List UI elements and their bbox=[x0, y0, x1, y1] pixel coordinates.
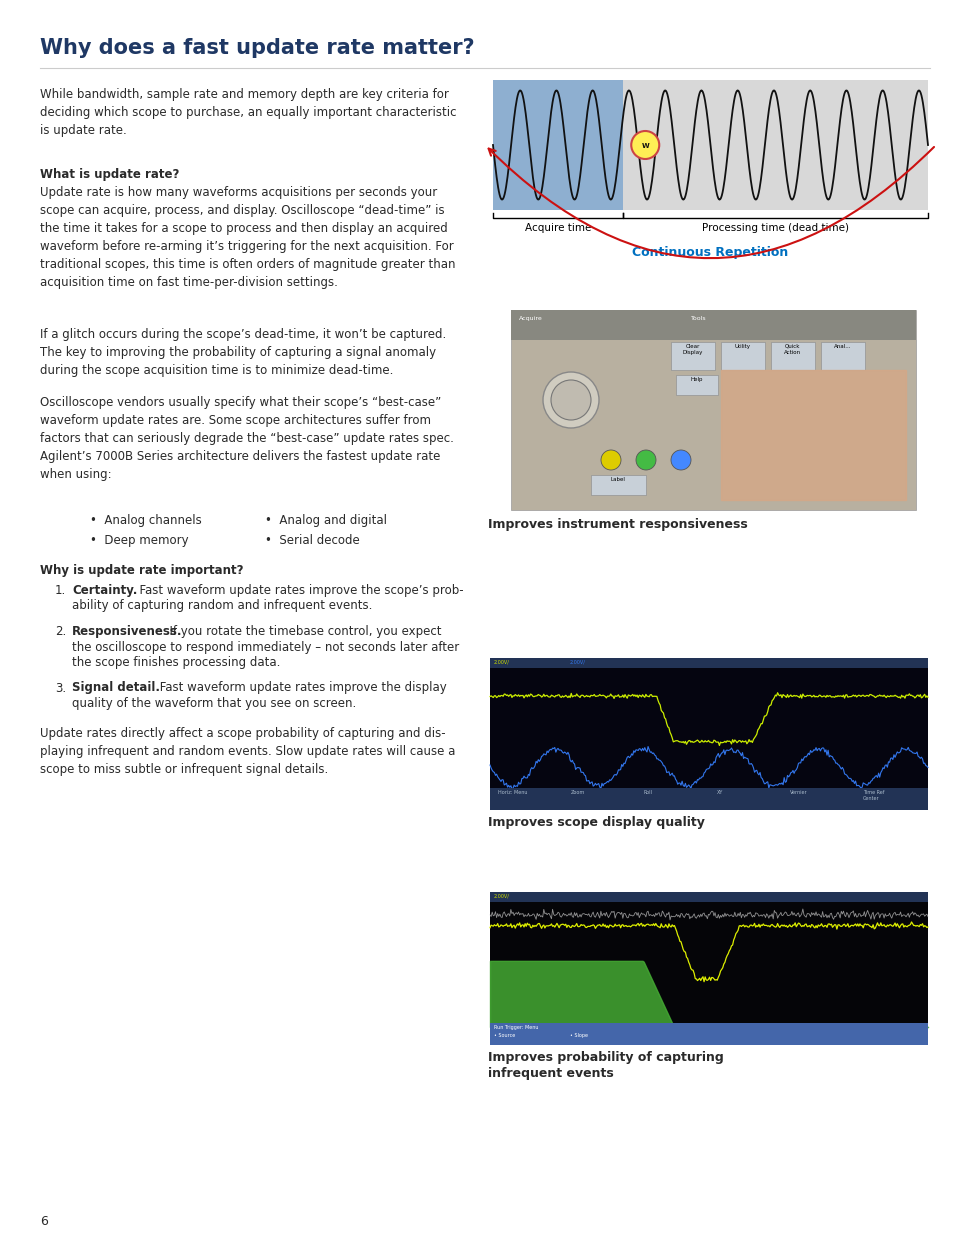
Text: Update rates directly affect a scope probability of capturing and dis-
playing i: Update rates directly affect a scope pro… bbox=[40, 726, 455, 776]
Text: Label: Label bbox=[610, 477, 625, 482]
Text: the scope finishes processing data.: the scope finishes processing data. bbox=[71, 656, 280, 669]
Bar bbox=[511, 310, 915, 340]
Bar bbox=[670, 342, 714, 370]
Text: If a glitch occurs during the scope’s dead-time, it won’t be captured.
The key t: If a glitch occurs during the scope’s de… bbox=[40, 329, 446, 377]
Text: Fast waveform update rates improve the scope’s prob-: Fast waveform update rates improve the s… bbox=[132, 584, 463, 597]
Text: Responsiveness.: Responsiveness. bbox=[71, 625, 182, 638]
Text: Zoom: Zoom bbox=[571, 790, 584, 795]
Text: W: W bbox=[640, 143, 648, 149]
Text: XY: XY bbox=[717, 790, 722, 795]
Bar bbox=[590, 475, 645, 495]
Text: •  Analog and digital: • Analog and digital bbox=[265, 514, 387, 527]
Text: 2.00V/: 2.00V/ bbox=[569, 659, 585, 664]
Circle shape bbox=[542, 372, 598, 429]
Bar bbox=[490, 1023, 927, 1045]
Bar bbox=[490, 788, 927, 810]
Bar bbox=[623, 80, 927, 210]
Circle shape bbox=[600, 450, 620, 471]
Text: •  Analog channels: • Analog channels bbox=[90, 514, 201, 527]
Circle shape bbox=[670, 450, 690, 471]
Text: Roll: Roll bbox=[643, 790, 652, 795]
Text: ability of capturing random and infrequent events.: ability of capturing random and infreque… bbox=[71, 599, 372, 613]
Text: What is update rate?: What is update rate? bbox=[40, 168, 179, 182]
Text: Anal...: Anal... bbox=[833, 345, 851, 350]
Text: While bandwidth, sample rate and memory depth are key criteria for
deciding whic: While bandwidth, sample rate and memory … bbox=[40, 88, 456, 137]
Text: Why is update rate important?: Why is update rate important? bbox=[40, 564, 243, 577]
Text: Time Ref
Center: Time Ref Center bbox=[862, 790, 883, 800]
Bar bbox=[770, 342, 814, 370]
Text: infrequent events: infrequent events bbox=[488, 1067, 613, 1079]
Text: Clear
Display: Clear Display bbox=[682, 345, 702, 354]
Text: Signal detail.: Signal detail. bbox=[71, 682, 160, 694]
Text: •  Deep memory: • Deep memory bbox=[90, 534, 189, 547]
Bar bbox=[490, 892, 927, 1045]
Text: Acquire time: Acquire time bbox=[524, 224, 591, 233]
Text: •  Serial decode: • Serial decode bbox=[265, 534, 359, 547]
Text: 2.00V/: 2.00V/ bbox=[494, 893, 509, 898]
Text: Vernier: Vernier bbox=[789, 790, 807, 795]
Bar bbox=[676, 375, 718, 395]
Text: If you rotate the timebase control, you expect: If you rotate the timebase control, you … bbox=[162, 625, 441, 638]
Text: Improves scope display quality: Improves scope display quality bbox=[488, 816, 704, 829]
Text: Oscilloscope vendors usually specify what their scope’s “best-case”
waveform upd: Oscilloscope vendors usually specify wha… bbox=[40, 396, 454, 480]
Bar bbox=[493, 80, 623, 210]
Circle shape bbox=[631, 131, 659, 159]
Text: 2.: 2. bbox=[55, 625, 66, 638]
Text: Quick
Action: Quick Action bbox=[783, 345, 801, 354]
Text: 1.: 1. bbox=[55, 584, 66, 597]
Text: Help: Help bbox=[690, 377, 702, 382]
Polygon shape bbox=[720, 370, 905, 500]
Text: Why does a fast update rate matter?: Why does a fast update rate matter? bbox=[40, 38, 475, 58]
Text: Fast waveform update rates improve the display: Fast waveform update rates improve the d… bbox=[156, 682, 446, 694]
Circle shape bbox=[551, 380, 590, 420]
Text: 6: 6 bbox=[40, 1215, 48, 1228]
Text: Improves probability of capturing: Improves probability of capturing bbox=[488, 1051, 723, 1065]
Bar bbox=[821, 342, 864, 370]
Text: Acquire: Acquire bbox=[518, 316, 542, 321]
Circle shape bbox=[636, 450, 656, 471]
Text: Improves instrument responsiveness: Improves instrument responsiveness bbox=[488, 517, 747, 531]
Text: 2.00V/: 2.00V/ bbox=[494, 659, 509, 664]
Text: the oscilloscope to respond immediately – not seconds later after: the oscilloscope to respond immediately … bbox=[71, 641, 458, 653]
Text: • Slope: • Slope bbox=[569, 1032, 587, 1037]
Text: Update rate is how many waveforms acquisitions per seconds your
scope can acquir: Update rate is how many waveforms acquis… bbox=[40, 186, 455, 289]
Text: Run Trigger: Menu: Run Trigger: Menu bbox=[494, 1025, 537, 1030]
Text: Certainty.: Certainty. bbox=[71, 584, 137, 597]
Text: Utility: Utility bbox=[734, 345, 750, 350]
Text: • Source: • Source bbox=[494, 1032, 515, 1037]
Text: quality of the waveform that you see on screen.: quality of the waveform that you see on … bbox=[71, 697, 355, 710]
Text: 3.: 3. bbox=[55, 682, 66, 694]
Bar bbox=[720, 342, 764, 370]
Text: Tools: Tools bbox=[690, 316, 706, 321]
Text: Continuous Repetition: Continuous Repetition bbox=[632, 246, 788, 259]
Bar bbox=[490, 658, 927, 810]
Bar bbox=[490, 892, 927, 902]
Bar bbox=[511, 310, 915, 510]
Text: Processing time (dead time): Processing time (dead time) bbox=[701, 224, 848, 233]
Text: Horiz: Menu: Horiz: Menu bbox=[497, 790, 527, 795]
Bar bbox=[490, 658, 927, 668]
